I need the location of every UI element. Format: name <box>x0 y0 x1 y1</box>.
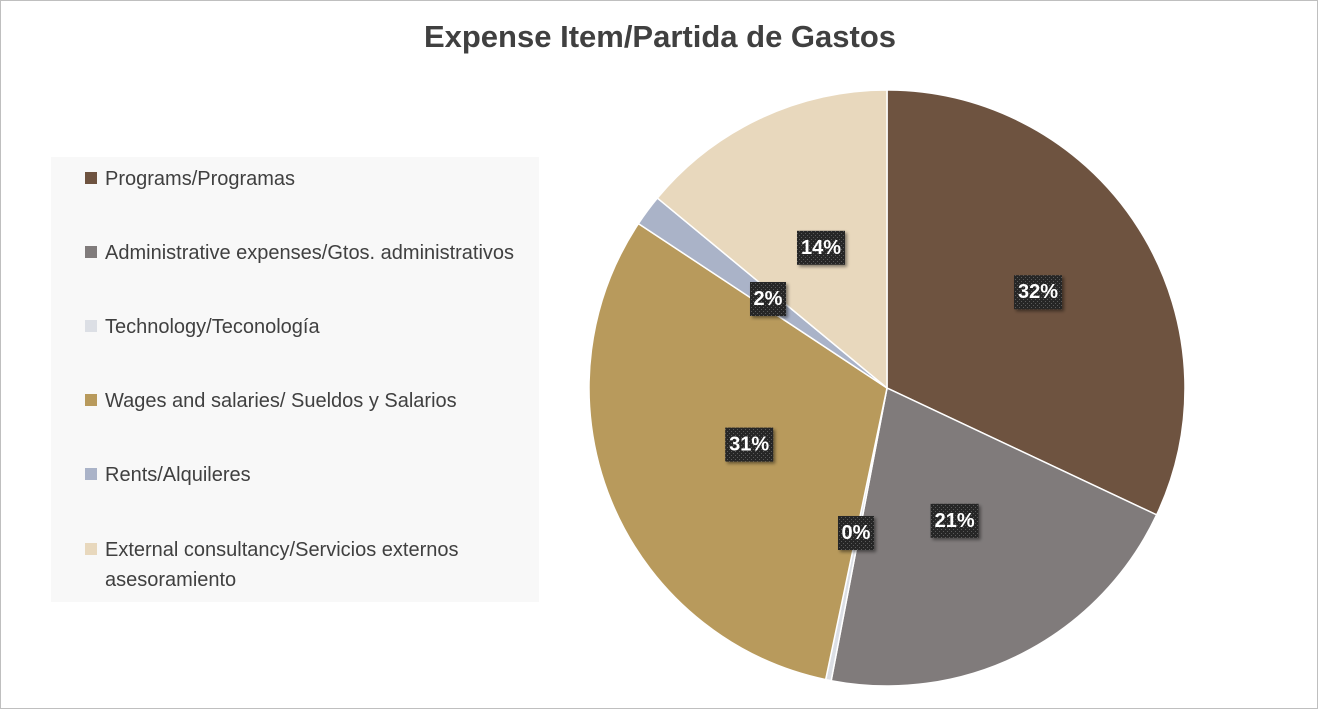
data-label-box-programs <box>1014 275 1062 310</box>
legend-label-technology: Technology/Teconología <box>105 316 320 338</box>
pie-data-labels: 32% 21% 0% 31% 2% 14% <box>725 230 1062 550</box>
legend-label-wages: Wages and salaries/ Sueldos y Salarios <box>105 390 457 412</box>
data-label-text-programs: 32% <box>1018 281 1058 303</box>
chart-title: Expense Item/Partida de Gastos <box>423 19 897 54</box>
data-label-box-administrative <box>930 503 979 538</box>
data-label-wages: 31% <box>725 427 774 462</box>
data-label-rents: 2% <box>750 282 786 316</box>
data-label-text-technology: 0% <box>842 522 871 544</box>
data-label-box-rents <box>750 282 786 316</box>
pie-slice-administrative <box>830 386 1158 687</box>
legend-swatch-rents <box>85 468 97 480</box>
pie-slices <box>588 89 1186 687</box>
data-label-text-external: 14% <box>801 237 841 259</box>
data-label-text-rents: 2% <box>754 288 783 310</box>
pie-slice-external <box>656 89 888 390</box>
data-label-external: 14% <box>797 230 845 265</box>
data-label-administrative: 21% <box>930 503 979 538</box>
data-label-technology: 0% <box>838 516 874 550</box>
legend-label-administrative: Administrative expenses/Gtos. administra… <box>105 242 515 264</box>
legend-swatch-wages <box>85 394 97 406</box>
legend-label-rents: Rents/Alquileres <box>105 464 251 486</box>
legend-swatch-programs <box>85 172 97 184</box>
data-label-box-technology <box>838 516 874 550</box>
legend-swatch-external <box>85 543 97 555</box>
data-label-programs: 32% <box>1014 275 1062 310</box>
data-label-box-external <box>797 230 845 265</box>
data-label-text-administrative: 21% <box>935 510 975 532</box>
legend-swatch-administrative <box>85 246 97 258</box>
data-label-box-wages <box>725 427 774 462</box>
data-label-text-wages: 31% <box>729 434 769 456</box>
legend-label-external: External consultancy/Servicios externos … <box>105 539 459 591</box>
legend: Programs/Programas Administrative expens… <box>51 157 539 602</box>
legend-label-programs: Programs/Programas <box>105 168 296 190</box>
legend-swatch-technology <box>85 320 97 332</box>
